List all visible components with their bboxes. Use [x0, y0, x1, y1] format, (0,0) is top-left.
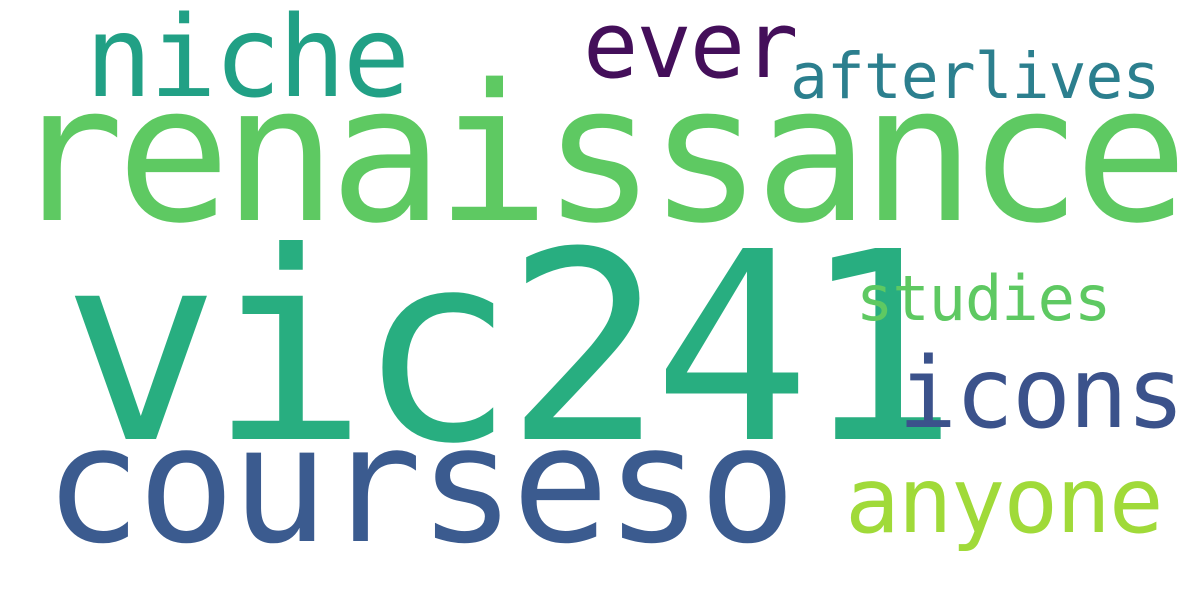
word-renaissance: renaissance [10, 44, 1188, 265]
word-vic241: vic241 [62, 196, 958, 501]
word-icons: icons [898, 337, 1185, 451]
word-courseso: courseso [44, 392, 796, 580]
word-niche: niche [85, 0, 410, 123]
word-anyone: anyone [845, 449, 1164, 554]
word-ever: ever [583, 0, 799, 99]
word-studies: studies [856, 262, 1111, 335]
word-afterlives: afterlives [790, 40, 1160, 113]
